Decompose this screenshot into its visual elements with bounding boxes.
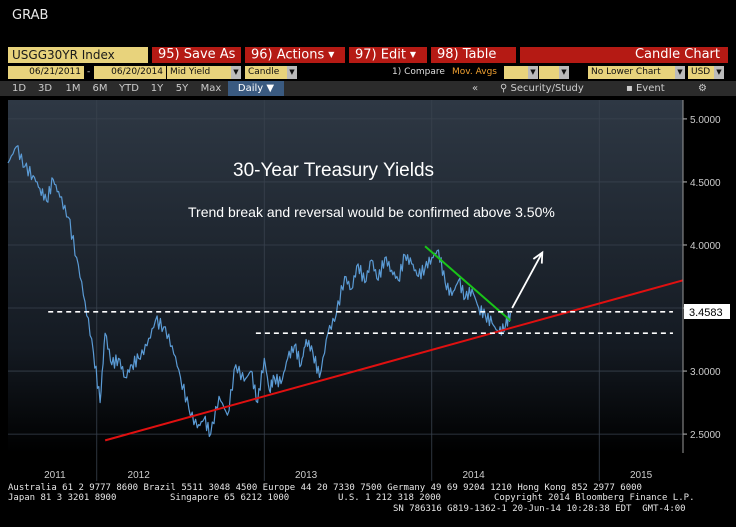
footer-line-2c: U.S. 1 212 318 2000 <box>338 493 441 503</box>
magnifier-icon: ⚲ <box>500 83 508 94</box>
chevron-down-icon[interactable]: ▼ <box>559 66 569 79</box>
range-1m[interactable]: 1M <box>65 83 81 94</box>
table-label: 98) Table <box>437 47 497 62</box>
footer-line-3: SN 786316 G819-1362-1 20-Jun-14 10:28:38… <box>393 504 686 514</box>
actions-menu[interactable]: 96) Actions ▼ <box>245 47 345 63</box>
x-tick-label: 2015 <box>630 470 653 481</box>
range-5y[interactable]: 5Y <box>175 83 189 94</box>
price-line <box>7 145 512 438</box>
arrowhead-icon <box>532 250 544 264</box>
edit-label: 97) Edit <box>355 47 406 63</box>
actions-label: 96) Actions <box>251 47 325 63</box>
y-tick-label: 4.5000 <box>690 178 721 189</box>
x-tick-label: 2013 <box>295 470 318 481</box>
y-tick-label: 4.0000 <box>690 241 721 252</box>
start-date-input[interactable]: 06/21/2011 <box>8 66 84 79</box>
window-title: GRAB <box>12 8 49 23</box>
chevron-down-icon[interactable]: ▼ <box>714 66 724 79</box>
y-tick-label: 2.5000 <box>690 430 721 441</box>
chevron-down-icon: ▼ <box>328 50 335 59</box>
chart-type-label: Candle Chart <box>634 47 720 62</box>
mov-avgs-field[interactable] <box>504 66 528 79</box>
end-date-input[interactable]: 06/20/2014 <box>94 66 166 79</box>
chevron-down-icon: ▼ <box>409 50 417 59</box>
chevron-down-icon: ▼ <box>266 83 275 94</box>
frequency-select[interactable]: Daily ▼ <box>228 81 284 96</box>
grid-lines <box>8 100 683 481</box>
lower-chart-select[interactable]: No Lower Chart <box>588 66 675 79</box>
range-bar: 1D 3D 1M 6M YTD 1Y 5Y Max Daily ▼ « ⚲ Se… <box>0 81 736 96</box>
parameter-row: 06/21/2011 - 06/20/2014 Mid Yield ▼ Cand… <box>0 65 736 80</box>
x-tick-label: 2012 <box>128 470 151 481</box>
gear-icon[interactable]: ⚙ <box>698 83 707 94</box>
range-1y[interactable]: 1Y <box>150 83 164 94</box>
currency-select[interactable]: USD <box>688 66 714 79</box>
mov-avgs-button[interactable]: Mov. Avgs <box>452 67 497 77</box>
range-6m[interactable]: 6M <box>92 83 108 94</box>
range-max[interactable]: Max <box>200 83 222 94</box>
y-tick-label: 3.0000 <box>690 367 721 378</box>
security-study-label: Security/Study <box>510 83 584 94</box>
arrow-icon <box>511 252 544 309</box>
event-icon: ▪ <box>626 83 633 94</box>
chart-title: 30-Year Treasury Yields <box>233 160 434 181</box>
chart-type-menu[interactable]: Candle Chart <box>520 47 728 63</box>
chevron-down-icon[interactable]: ▼ <box>675 66 685 79</box>
date-separator: - <box>87 67 91 77</box>
edit-menu[interactable]: 97) Edit ▼ <box>349 47 427 63</box>
footer-line-1: Australia 61 2 9777 8600 Brazil 5511 304… <box>8 483 642 493</box>
range-3d[interactable]: 3D <box>37 83 53 94</box>
y-tick-label: 5.0000 <box>690 115 721 126</box>
chevron-down-icon[interactable]: ▼ <box>287 66 297 79</box>
support-trendline <box>104 279 684 442</box>
mov-avgs-field-2[interactable] <box>539 66 559 79</box>
collapse-icon[interactable]: « <box>472 83 479 94</box>
range-1d[interactable]: 1D <box>11 83 27 94</box>
toolbar: USGG30YR Index 95) Save As 96) Actions ▼ … <box>0 46 736 64</box>
event-button[interactable]: ▪ Event <box>626 81 665 96</box>
ticker-field[interactable]: USGG30YR Index <box>8 47 148 63</box>
footer: Australia 61 2 9777 8600 Brazil 5511 304… <box>0 483 736 527</box>
style-select[interactable]: Candle <box>245 66 287 79</box>
save-as-label: 95) Save As <box>158 47 236 62</box>
table-button[interactable]: 98) Table <box>431 47 516 63</box>
resistance-trendline <box>424 245 512 322</box>
field-select[interactable]: Mid Yield <box>167 66 231 79</box>
event-label: Event <box>635 83 665 94</box>
footer-line-2d: Copyright 2014 Bloomberg Finance L.P. <box>494 493 695 503</box>
x-tick-label: 2011 <box>44 470 66 481</box>
compare-button[interactable]: 1) Compare <box>392 67 445 77</box>
x-tick-label: 2014 <box>463 470 486 481</box>
chevron-down-icon[interactable]: ▼ <box>231 66 241 79</box>
footer-line-2b: Singapore 65 6212 1000 <box>170 493 290 503</box>
save-as-button[interactable]: 95) Save As <box>152 47 241 63</box>
frequency-label: Daily <box>237 83 264 94</box>
security-study-button[interactable]: ⚲ Security/Study <box>500 81 584 96</box>
title-bar: GRAB <box>0 0 736 40</box>
last-price-badge: 3.4583 <box>684 304 730 319</box>
last-price-label: 3.4583 <box>689 307 723 319</box>
chart-subtitle: Trend break and reversal would be confir… <box>188 204 555 220</box>
x-axis: 2011 2012 2013 2014 2015 <box>44 470 653 481</box>
range-ytd[interactable]: YTD <box>119 83 139 94</box>
footer-line-2a: Japan 81 3 3201 8900 <box>8 493 117 503</box>
chevron-down-icon[interactable]: ▼ <box>528 66 538 79</box>
